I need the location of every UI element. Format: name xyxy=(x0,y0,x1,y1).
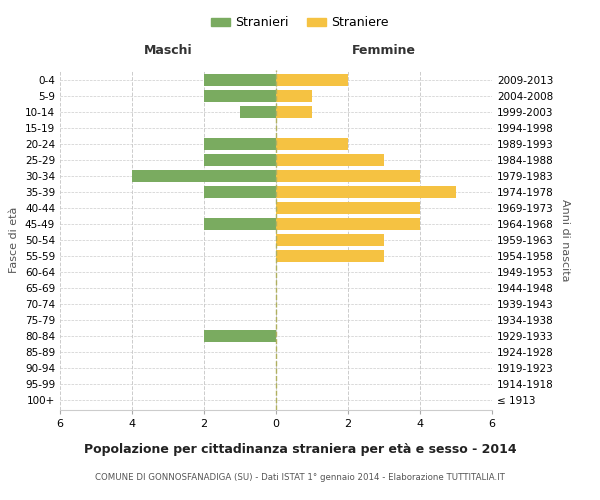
Bar xyxy=(276,138,348,150)
Bar xyxy=(276,154,384,166)
Bar xyxy=(204,186,276,198)
Text: COMUNE DI GONNOSFANADIGA (SU) - Dati ISTAT 1° gennaio 2014 - Elaborazione TUTTIT: COMUNE DI GONNOSFANADIGA (SU) - Dati IST… xyxy=(95,472,505,482)
Text: Popolazione per cittadinanza straniera per età e sesso - 2014: Popolazione per cittadinanza straniera p… xyxy=(83,442,517,456)
Bar xyxy=(204,74,276,86)
Bar xyxy=(276,250,384,262)
Bar xyxy=(276,202,420,214)
Bar xyxy=(276,186,456,198)
Bar xyxy=(204,90,276,102)
Bar xyxy=(204,330,276,342)
Bar xyxy=(132,170,276,182)
Bar xyxy=(276,218,420,230)
Bar xyxy=(276,234,384,246)
Bar xyxy=(240,106,276,118)
Bar xyxy=(276,74,348,86)
Text: Femmine: Femmine xyxy=(352,44,416,58)
Bar xyxy=(276,170,420,182)
Legend: Stranieri, Straniere: Stranieri, Straniere xyxy=(206,11,394,34)
Text: Maschi: Maschi xyxy=(143,44,193,58)
Y-axis label: Fasce di età: Fasce di età xyxy=(10,207,19,273)
Bar xyxy=(276,90,312,102)
Bar xyxy=(204,138,276,150)
Y-axis label: Anni di nascita: Anni di nascita xyxy=(560,198,570,281)
Bar xyxy=(204,154,276,166)
Bar xyxy=(276,106,312,118)
Bar xyxy=(204,218,276,230)
